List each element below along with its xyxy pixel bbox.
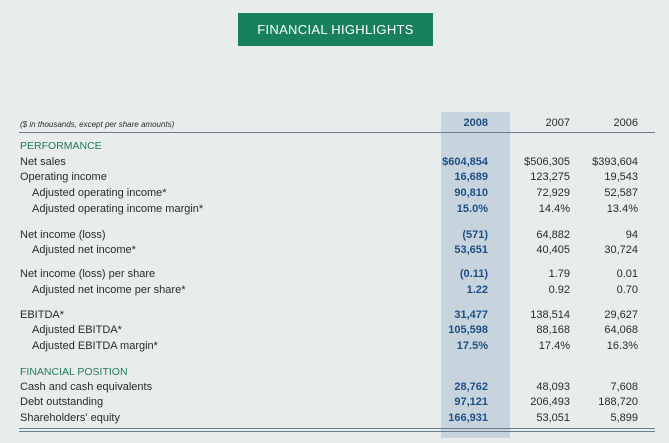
- column-header-2006: 2006: [613, 117, 638, 129]
- value-2006: 0.70: [616, 284, 638, 296]
- header-rule: [19, 132, 655, 133]
- financial-highlights-banner: FINANCIAL HIGHLIGHTS: [238, 13, 433, 46]
- value-2006: 0.01: [616, 268, 638, 280]
- row-label: Debt outstanding: [20, 396, 104, 408]
- section-heading: PERFORMANCE: [20, 140, 102, 152]
- value-2008: (0.11): [459, 268, 488, 280]
- value-2008: 97,121: [454, 396, 488, 408]
- value-2008: 90,810: [454, 187, 488, 199]
- value-2006: 29,627: [604, 309, 638, 321]
- value-2007: 72,929: [536, 187, 570, 199]
- row-label: Net income (loss): [20, 229, 106, 241]
- row-label: Adjusted operating income*: [32, 187, 167, 199]
- row-label: Net income (loss) per share: [20, 268, 156, 280]
- value-2006: 30,724: [604, 244, 638, 256]
- value-2007: 1.79: [548, 268, 570, 280]
- value-2006: 13.4%: [606, 203, 638, 215]
- value-2008: 31,477: [454, 309, 488, 321]
- value-2008: 105,598: [448, 324, 488, 336]
- row-label: Adjusted EBITDA margin*: [32, 340, 158, 352]
- row-label: Shareholders' equity: [20, 412, 120, 424]
- row-label: EBITDA*: [20, 309, 65, 321]
- value-2007: 17.4%: [538, 340, 570, 352]
- value-2008: 1.22: [466, 284, 488, 296]
- value-2006: 94: [625, 229, 638, 241]
- value-2006: 5,899: [610, 412, 638, 424]
- row-label: Net sales: [20, 156, 66, 168]
- value-2006: 64,068: [604, 324, 638, 336]
- column-header-2008: 2008: [463, 117, 488, 129]
- value-2008: (571): [462, 229, 488, 241]
- footer-rule-top: [19, 428, 655, 429]
- value-2007: 0.92: [548, 284, 570, 296]
- row-label: Adjusted EBITDA*: [32, 324, 122, 336]
- value-2007: 206,493: [530, 396, 570, 408]
- value-2008: 166,931: [448, 412, 488, 424]
- value-2006: 7,608: [610, 381, 638, 393]
- value-2007: 138,514: [530, 309, 570, 321]
- value-2008: 53,651: [454, 244, 488, 256]
- value-2007: 48,093: [536, 381, 570, 393]
- value-2007: 123,275: [530, 171, 570, 183]
- value-2008: 15.0%: [456, 203, 488, 215]
- row-label: Adjusted operating income margin*: [32, 203, 204, 215]
- value-2007: 88,168: [536, 324, 570, 336]
- row-label: Operating income: [20, 171, 107, 183]
- value-2007: 64,882: [536, 229, 570, 241]
- units-note: ($ in thousands, except per share amount…: [20, 120, 175, 129]
- value-2008: 16,689: [454, 171, 488, 183]
- section-heading: FINANCIAL POSITION: [20, 366, 128, 378]
- value-2007: 53,051: [536, 412, 570, 424]
- value-2006: 188,720: [598, 396, 638, 408]
- value-2006: $393,604: [592, 156, 638, 168]
- value-2006: 52,587: [604, 187, 638, 199]
- value-2007: 14.4%: [538, 203, 570, 215]
- value-2007: 40,405: [536, 244, 570, 256]
- row-label: Cash and cash equivalents: [20, 381, 153, 393]
- column-header-2007: 2007: [545, 117, 570, 129]
- value-2007: $506,305: [524, 156, 570, 168]
- footer-rule-bottom: [19, 431, 655, 432]
- banner-title: FINANCIAL HIGHLIGHTS: [257, 22, 414, 37]
- row-label: Adjusted net income per share*: [32, 284, 186, 296]
- value-2008: 17.5%: [456, 340, 488, 352]
- value-2006: 16.3%: [606, 340, 638, 352]
- value-2008: 28,762: [454, 381, 488, 393]
- highlight-column-2008: [441, 112, 510, 438]
- value-2006: 19,543: [604, 171, 638, 183]
- row-label: Adjusted net income*: [32, 244, 136, 256]
- value-2008: $604,854: [442, 156, 488, 168]
